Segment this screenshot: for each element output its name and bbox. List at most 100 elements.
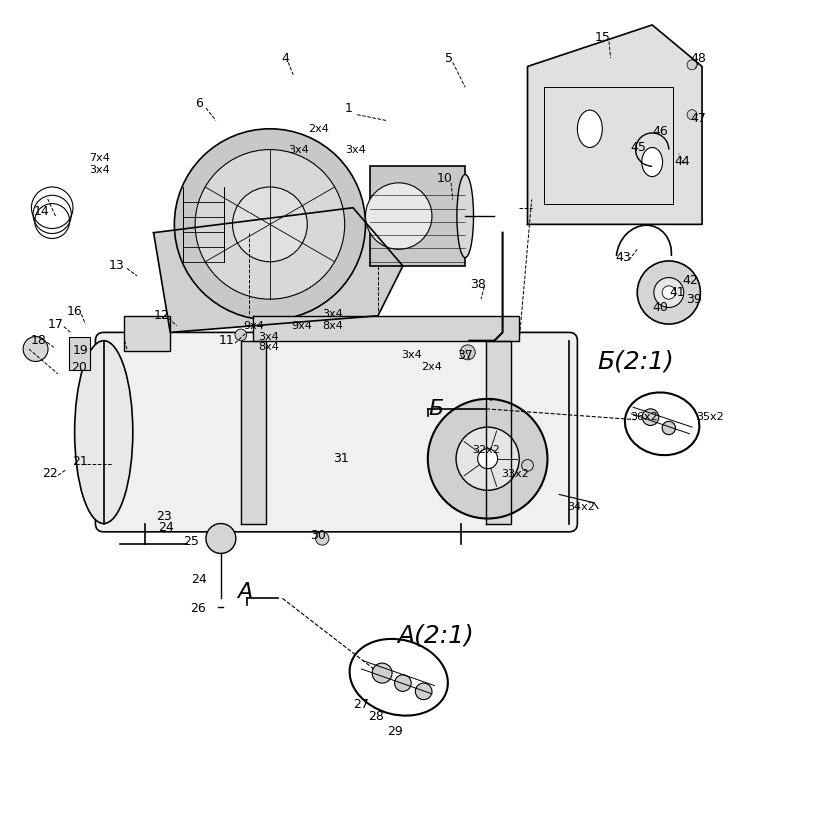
Text: 11: 11 bbox=[219, 334, 235, 347]
Ellipse shape bbox=[75, 341, 133, 524]
Polygon shape bbox=[241, 341, 266, 524]
Circle shape bbox=[235, 329, 247, 341]
Circle shape bbox=[315, 532, 329, 545]
Text: 36x2: 36x2 bbox=[630, 412, 658, 422]
Text: 35x2: 35x2 bbox=[696, 412, 724, 422]
Text: 28: 28 bbox=[368, 710, 384, 723]
Ellipse shape bbox=[350, 639, 448, 715]
Text: 46: 46 bbox=[653, 125, 669, 138]
Circle shape bbox=[687, 60, 697, 70]
Circle shape bbox=[477, 449, 498, 469]
Circle shape bbox=[654, 278, 684, 307]
Ellipse shape bbox=[577, 111, 602, 148]
Text: 18: 18 bbox=[31, 334, 47, 347]
Text: A(2:1): A(2:1) bbox=[398, 624, 475, 647]
Text: 45: 45 bbox=[630, 141, 646, 155]
Text: 7x4: 7x4 bbox=[89, 153, 110, 163]
Circle shape bbox=[366, 183, 432, 249]
Circle shape bbox=[175, 129, 366, 320]
Bar bbox=[69, 337, 90, 370]
Circle shape bbox=[687, 110, 697, 120]
Text: 24: 24 bbox=[191, 573, 207, 586]
Text: 33x2: 33x2 bbox=[501, 469, 529, 479]
Text: 19: 19 bbox=[73, 344, 88, 357]
Text: 24: 24 bbox=[159, 521, 174, 534]
Circle shape bbox=[23, 337, 48, 361]
Text: 16: 16 bbox=[67, 305, 82, 318]
Text: 44: 44 bbox=[675, 155, 690, 168]
Text: 4: 4 bbox=[281, 52, 289, 65]
Polygon shape bbox=[253, 316, 519, 341]
Text: 8x4: 8x4 bbox=[322, 321, 342, 331]
Text: 17: 17 bbox=[48, 317, 64, 331]
Text: 3x4: 3x4 bbox=[289, 145, 310, 155]
Text: 15: 15 bbox=[594, 31, 610, 44]
Bar bbox=[545, 87, 673, 204]
Text: 37: 37 bbox=[457, 349, 473, 362]
Text: 5: 5 bbox=[445, 52, 452, 65]
Bar bbox=[124, 316, 170, 351]
Text: 1: 1 bbox=[345, 101, 353, 115]
Polygon shape bbox=[154, 208, 403, 332]
Text: 29: 29 bbox=[387, 725, 403, 738]
Text: 40: 40 bbox=[653, 301, 669, 314]
Circle shape bbox=[456, 427, 519, 490]
Text: Б(2:1): Б(2:1) bbox=[597, 350, 674, 373]
Text: 9x4: 9x4 bbox=[242, 321, 263, 331]
Circle shape bbox=[642, 409, 659, 425]
Text: 10: 10 bbox=[436, 172, 452, 185]
Text: 26: 26 bbox=[190, 602, 206, 615]
Text: 3x4: 3x4 bbox=[401, 350, 421, 360]
Text: 13: 13 bbox=[108, 259, 124, 273]
Text: 23: 23 bbox=[156, 510, 171, 524]
Bar bbox=[370, 166, 465, 266]
Text: 39: 39 bbox=[685, 293, 701, 306]
Text: 3x4: 3x4 bbox=[89, 165, 110, 175]
Text: 8x4: 8x4 bbox=[258, 342, 279, 352]
Ellipse shape bbox=[457, 175, 473, 258]
Text: 3x4: 3x4 bbox=[258, 332, 279, 342]
Circle shape bbox=[662, 421, 675, 435]
FancyBboxPatch shape bbox=[96, 332, 577, 532]
Circle shape bbox=[522, 460, 534, 471]
Circle shape bbox=[415, 683, 432, 700]
Circle shape bbox=[662, 286, 675, 299]
Circle shape bbox=[394, 675, 411, 691]
Text: 2x4: 2x4 bbox=[308, 124, 329, 134]
Text: 42: 42 bbox=[683, 273, 698, 287]
Text: 47: 47 bbox=[690, 111, 706, 125]
Circle shape bbox=[461, 345, 475, 360]
Text: 20: 20 bbox=[70, 361, 86, 374]
Text: 21: 21 bbox=[73, 455, 88, 468]
Text: 2x4: 2x4 bbox=[421, 362, 442, 372]
Ellipse shape bbox=[625, 392, 700, 455]
Circle shape bbox=[232, 187, 307, 262]
Text: A: A bbox=[237, 582, 253, 602]
Circle shape bbox=[373, 663, 392, 683]
Text: 22: 22 bbox=[42, 467, 58, 480]
Text: 41: 41 bbox=[670, 286, 685, 299]
Text: 9x4: 9x4 bbox=[291, 321, 312, 331]
Circle shape bbox=[428, 399, 548, 519]
Text: 30: 30 bbox=[310, 529, 326, 543]
Circle shape bbox=[195, 150, 345, 299]
Text: 38: 38 bbox=[470, 278, 486, 291]
Text: 12: 12 bbox=[154, 309, 169, 322]
Text: 43: 43 bbox=[615, 251, 631, 264]
Text: 32x2: 32x2 bbox=[472, 445, 500, 455]
Text: 6: 6 bbox=[195, 97, 203, 111]
Circle shape bbox=[638, 261, 701, 324]
Text: Б: Б bbox=[429, 399, 444, 419]
Polygon shape bbox=[486, 341, 511, 524]
Text: 3x4: 3x4 bbox=[322, 309, 342, 319]
Text: 25: 25 bbox=[183, 535, 199, 548]
Text: 3x4: 3x4 bbox=[345, 145, 366, 155]
Text: 14: 14 bbox=[34, 205, 50, 219]
Polygon shape bbox=[528, 25, 702, 224]
Ellipse shape bbox=[642, 147, 663, 176]
Text: 34x2: 34x2 bbox=[568, 502, 596, 512]
Text: 27: 27 bbox=[353, 698, 369, 711]
Circle shape bbox=[206, 524, 236, 553]
Text: 31: 31 bbox=[333, 452, 348, 465]
Text: 48: 48 bbox=[690, 52, 706, 65]
